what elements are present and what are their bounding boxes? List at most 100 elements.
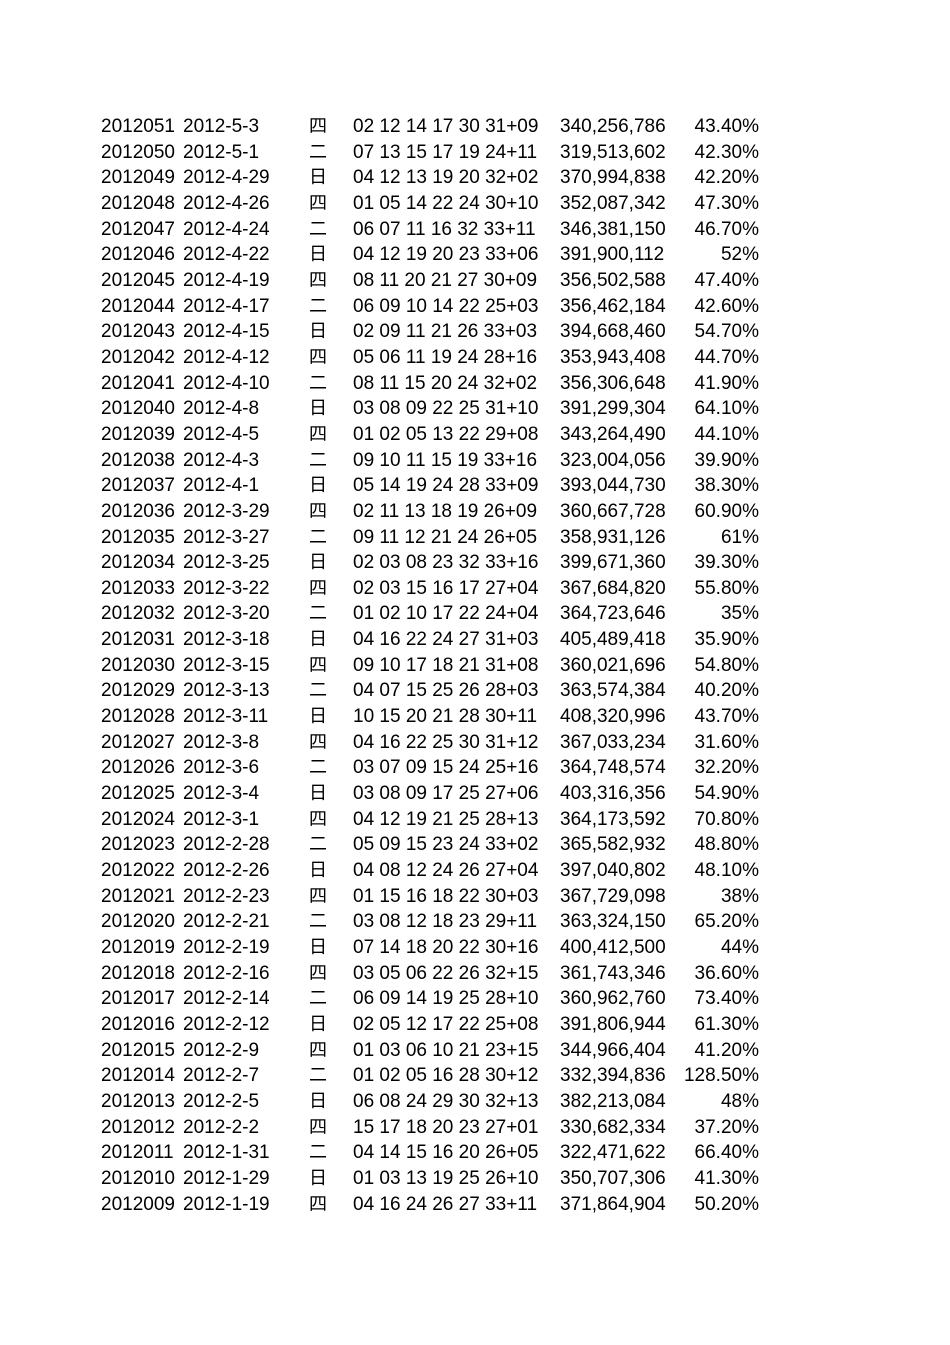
sales-amount: 391,806,944 <box>560 1013 666 1035</box>
table-row: 2012049 2012-4-29 日 04 12 13 19 20 32+02 370… <box>0 165 950 191</box>
draw-date: 2012-1-19 <box>183 1193 270 1215</box>
sales-amount: 340,256,786 <box>560 116 666 137</box>
draw-number: 2012028 <box>101 706 175 728</box>
draw-date: 2012-2-19 <box>183 937 270 958</box>
draw-date: 2012-2-14 <box>183 988 270 1010</box>
sales-amount: 391,900,112 <box>560 244 665 266</box>
table-row: 2012027 2012-3-8 四 04 16 22 25 30 31+12 367,… <box>0 730 950 756</box>
percentage: 38.30% <box>694 475 759 497</box>
sales-amount: 364,748,574 <box>560 757 666 779</box>
winning-numbers: 07 14 18 20 22 30+16 <box>353 937 539 958</box>
sales-amount: 394,668,460 <box>560 321 666 343</box>
draw-date: 2012-2-26 <box>183 860 270 882</box>
draw-date: 2012-4-8 <box>183 398 260 420</box>
table-row: 2012050 2012-5-1 二 07 13 15 17 19 24+11 319,… <box>0 140 950 166</box>
percentage: 40.20% <box>694 680 759 702</box>
sales-amount: 353,943,408 <box>560 346 666 368</box>
draw-number: 2012033 <box>101 577 175 599</box>
percentage: 39.30% <box>694 552 759 574</box>
table-row: 2012019 2012-2-19 日 07 14 18 20 22 30+16 400… <box>0 935 950 961</box>
percentage: 61.30% <box>694 1013 759 1035</box>
winning-numbers: 04 14 15 16 20 26+05 <box>353 1142 539 1164</box>
draw-date: 2012-4-1 <box>183 475 260 497</box>
table-row: 2012033 2012-3-22 四 02 03 15 16 17 27+04 367… <box>0 576 950 602</box>
draw-date: 2012-3-29 <box>183 500 270 522</box>
percentage: 42.20% <box>694 167 759 189</box>
weekday: 四 <box>309 500 327 522</box>
percentage: 55.80% <box>694 577 759 599</box>
percentage: 48% <box>720 1090 759 1112</box>
draw-number: 2012038 <box>101 449 175 471</box>
table-row: 2012015 2012-2-9 四 01 03 06 10 21 23+15 344,… <box>0 1038 950 1064</box>
draw-date: 2012-3-13 <box>183 680 270 702</box>
draw-date: 2012-4-12 <box>183 346 270 368</box>
percentage: 41.90% <box>694 372 759 394</box>
draw-date: 2012-3-11 <box>183 706 269 728</box>
table-row: 2012017 2012-2-14 二 06 09 14 19 25 28+10 360… <box>0 986 950 1012</box>
table-row: 2012036 2012-3-29 四 02 11 13 18 19 26+09 360… <box>0 499 950 525</box>
draw-number: 2012049 <box>101 167 175 189</box>
draw-number: 2012009 <box>101 1193 175 1215</box>
percentage: 37.20% <box>694 1116 759 1138</box>
draw-number: 2012017 <box>101 988 175 1010</box>
draw-number: 2012041 <box>101 372 175 394</box>
winning-numbers: 06 09 14 19 25 28+10 <box>353 988 539 1010</box>
winning-numbers: 04 12 19 20 23 33+06 <box>353 244 539 266</box>
winning-numbers: 02 11 13 18 19 26+09 <box>353 500 538 522</box>
draw-date: 2012-3-6 <box>183 757 260 779</box>
draw-date: 2012-2-23 <box>183 885 270 907</box>
draw-number: 2012045 <box>101 269 175 291</box>
winning-numbers: 07 13 15 17 19 24+11 <box>353 141 538 163</box>
sales-amount: 356,462,184 <box>560 295 666 317</box>
table-row: 2012044 2012-4-17 二 06 09 10 14 22 25+03 356… <box>0 294 950 320</box>
draw-number: 2012010 <box>101 1167 175 1189</box>
draw-date: 2012-2-9 <box>183 1039 260 1061</box>
draw-date: 2012-4-17 <box>183 295 270 317</box>
sales-amount: 371,864,904 <box>560 1193 666 1215</box>
table-row: 2012051 2012-5-3 四 02 12 14 17 30 31+09 340,… <box>0 114 950 140</box>
weekday: 日 <box>309 552 327 574</box>
sales-amount: 358,931,126 <box>560 526 666 548</box>
winning-numbers: 01 02 05 13 22 29+08 <box>353 423 539 445</box>
weekday: 日 <box>309 1167 327 1189</box>
draw-number: 2012021 <box>101 885 175 907</box>
table-row: 2012026 2012-3-6 二 03 07 09 15 24 25+16 364,… <box>0 755 950 781</box>
percentage: 54.80% <box>694 654 759 676</box>
draw-number: 2012034 <box>101 552 175 574</box>
table-row: 2012018 2012-2-16 四 03 05 06 22 26 32+15 361… <box>0 961 950 987</box>
draw-date: 2012-4-5 <box>183 423 260 445</box>
weekday: 日 <box>309 860 327 882</box>
draw-number: 2012014 <box>101 1065 175 1087</box>
weekday: 二 <box>309 911 327 933</box>
draw-number: 2012036 <box>101 500 175 522</box>
draw-number: 2012031 <box>101 629 175 651</box>
table-row: 2012009 2012-1-19 四 04 16 24 26 27 33+11 371… <box>0 1192 950 1218</box>
draw-date: 2012-5-3 <box>183 116 260 137</box>
table-row: 2012047 2012-4-24 二 06 07 11 16 32 33+11 346… <box>0 217 950 243</box>
weekday: 四 <box>309 808 327 830</box>
sales-amount: 367,684,820 <box>560 577 666 599</box>
draw-date: 2012-2-16 <box>183 962 270 984</box>
draw-date: 2012-3-8 <box>183 731 260 753</box>
weekday: 日 <box>309 629 327 651</box>
weekday: 日 <box>309 321 327 343</box>
weekday: 二 <box>309 295 327 317</box>
percentage: 54.90% <box>694 783 759 805</box>
percentage: 46.70% <box>694 218 759 240</box>
percentage: 73.40% <box>694 988 759 1010</box>
percentage: 42.30% <box>694 141 759 163</box>
draw-number: 2012044 <box>101 295 175 317</box>
percentage: 66.40% <box>694 1142 759 1164</box>
draw-number: 2012043 <box>101 321 175 343</box>
table-row: 2012046 2012-4-22 日 04 12 19 20 23 33+06 391… <box>0 242 950 268</box>
draw-number: 2012013 <box>101 1090 175 1112</box>
weekday: 四 <box>309 1193 327 1215</box>
percentage: 36.60% <box>694 962 759 984</box>
table-row: 2012040 2012-4-8 日 03 08 09 22 25 31+10 391,… <box>0 396 950 422</box>
draw-date: 2012-2-21 <box>183 911 270 933</box>
weekday: 二 <box>309 603 327 625</box>
winning-numbers: 05 09 15 23 24 33+02 <box>353 834 539 856</box>
winning-numbers: 05 06 11 19 24 28+16 <box>353 346 538 368</box>
percentage: 35.90% <box>694 629 759 651</box>
percentage: 52% <box>720 244 759 266</box>
